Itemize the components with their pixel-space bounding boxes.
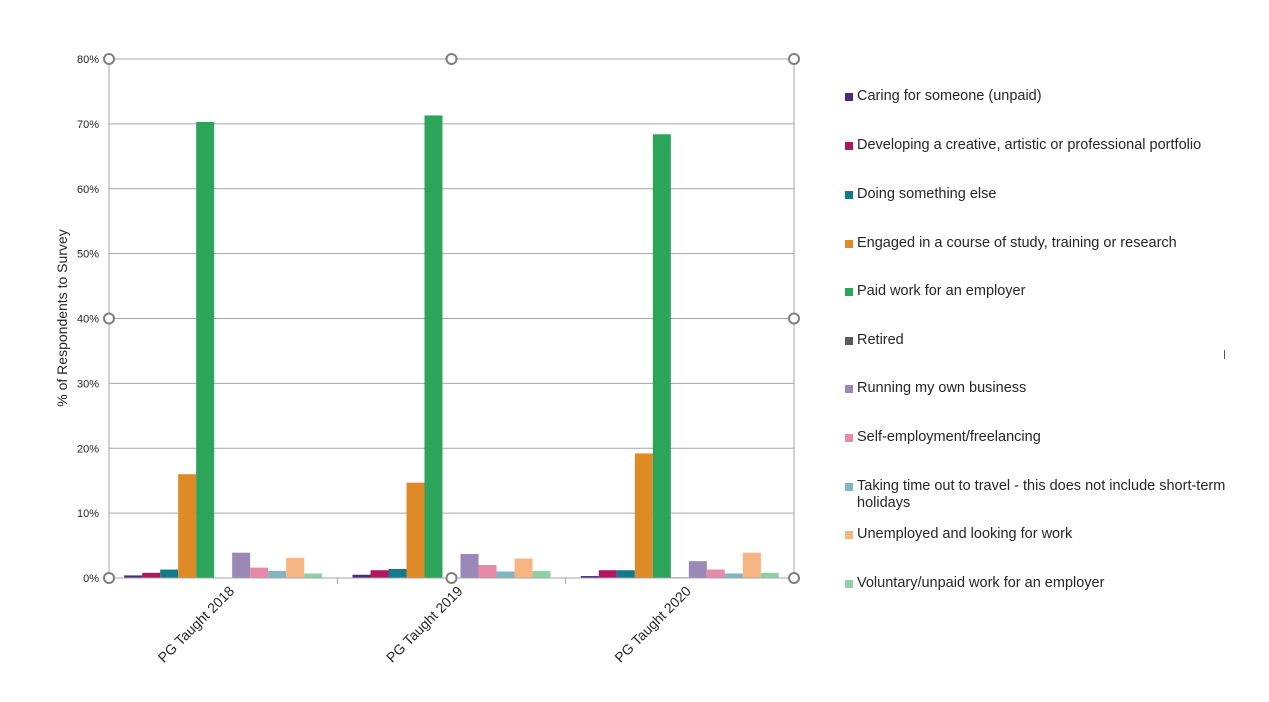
y-tick-label: 0% — [83, 573, 99, 585]
legend-label: Running my own business — [857, 380, 1027, 396]
legend-swatch — [845, 434, 853, 442]
legend-label: Developing a creative, artistic or profe… — [857, 137, 1202, 153]
bar-unemployed-and-looking-for-work-1 — [514, 558, 533, 578]
bar-taking-time-out-to-travel-this-does-not-include-short-term-holidays-2 — [724, 573, 743, 578]
bar-paid-work-for-an-employer-1 — [424, 115, 443, 578]
legend-item: Unemployed and looking for work — [845, 526, 1230, 543]
legend-item: Voluntary/unpaid work for an employer — [845, 575, 1230, 592]
bar-unemployed-and-looking-for-work-0 — [286, 557, 305, 578]
legend-swatch — [845, 240, 853, 248]
x-category-label: PG Taught 2019 — [383, 583, 466, 666]
bar-caring-for-someone-unpaid-1 — [352, 574, 371, 578]
resize-handle[interactable] — [103, 312, 115, 325]
legend-swatch — [845, 142, 853, 150]
bar-voluntary-unpaid-work-for-an-employer-1 — [532, 570, 551, 578]
y-tick-label: 80% — [77, 54, 99, 66]
legend-swatch — [845, 385, 853, 393]
y-axis-ticks: 0% 10% 20% 30% 40% 50% 60% 70% 80% — [77, 54, 99, 585]
resize-handle[interactable] — [103, 572, 115, 584]
bar-engaged-in-a-course-of-study-training-or-research-0 — [178, 474, 197, 578]
legend-swatch — [845, 531, 853, 539]
bar-running-my-own-business-0 — [232, 552, 251, 578]
bar-running-my-own-business-2 — [688, 561, 707, 578]
bar-developing-a-creative-artistic-or-professional-portfolio-1 — [370, 570, 389, 578]
resize-handle[interactable] — [445, 53, 458, 65]
resize-handle[interactable] — [788, 312, 800, 325]
legend-label: Paid work for an employer — [857, 283, 1026, 299]
legend-item: Engaged in a course of study, training o… — [845, 235, 1230, 252]
y-tick-label: 10% — [77, 508, 99, 520]
bar-voluntary-unpaid-work-for-an-employer-2 — [760, 572, 779, 578]
bar-doing-something-else-0 — [160, 569, 179, 578]
bar-taking-time-out-to-travel-this-does-not-include-short-term-holidays-0 — [268, 570, 287, 578]
bar-developing-a-creative-artistic-or-professional-portfolio-2 — [598, 570, 617, 578]
y-tick-label: 50% — [77, 249, 99, 261]
legend-label: Engaged in a course of study, training o… — [857, 235, 1177, 251]
legend-item: Retired — [845, 332, 1230, 349]
resize-handle[interactable] — [103, 53, 115, 65]
bar-self-employment-freelancing-2 — [706, 569, 725, 578]
x-axis-category-labels: PG Taught 2018 PG Taught 2019 PG Taught 20… — [155, 583, 695, 666]
bar-unemployed-and-looking-for-work-2 — [742, 552, 761, 578]
y-tick-label: 30% — [77, 378, 99, 390]
bar-caring-for-someone-unpaid-0 — [124, 575, 143, 578]
x-category-label: PG Taught 2020 — [611, 583, 694, 666]
stray-mark — [1224, 350, 1225, 359]
bar-taking-time-out-to-travel-this-does-not-include-short-term-holidays-1 — [496, 571, 515, 578]
resize-handle[interactable] — [445, 572, 458, 584]
legend-item: Doing something else — [845, 186, 1230, 203]
bar-paid-work-for-an-employer-0 — [196, 121, 215, 579]
legend-item: Self-employment/freelancing — [845, 429, 1230, 446]
y-axis-label: % of Respondents to Survey — [54, 229, 70, 406]
legend-item: Taking time out to travel - this does no… — [845, 478, 1230, 512]
y-tick-label: 70% — [77, 119, 99, 131]
bar-voluntary-unpaid-work-for-an-employer-0 — [304, 573, 323, 578]
bar-running-my-own-business-1 — [460, 553, 479, 578]
y-tick-label: 20% — [77, 443, 99, 455]
legend-swatch — [845, 93, 853, 101]
resize-handle[interactable] — [788, 53, 800, 65]
bar-self-employment-freelancing-0 — [250, 567, 269, 578]
bar-caring-for-someone-unpaid-2 — [580, 576, 599, 578]
legend-label: Voluntary/unpaid work for an employer — [857, 575, 1105, 591]
legend-item: Caring for someone (unpaid) — [845, 88, 1230, 105]
bars — [124, 115, 779, 579]
legend-swatch — [845, 483, 853, 491]
legend-swatch — [845, 580, 853, 588]
bar-doing-something-else-2 — [616, 570, 635, 578]
bar-developing-a-creative-artistic-or-professional-portfolio-0 — [142, 572, 161, 578]
legend-label: Retired — [857, 332, 904, 348]
legend-swatch — [845, 337, 853, 345]
legend-label: Caring for someone (unpaid) — [857, 88, 1042, 104]
y-tick-label: 60% — [77, 184, 99, 196]
bar-engaged-in-a-course-of-study-training-or-research-2 — [634, 453, 653, 578]
legend-label: Doing something else — [857, 186, 997, 202]
legend-label: Unemployed and looking for work — [857, 526, 1073, 542]
legend-swatch — [845, 288, 853, 296]
bar-doing-something-else-1 — [388, 568, 407, 578]
legend-label: Self-employment/freelancing — [857, 429, 1041, 445]
bar-self-employment-freelancing-1 — [478, 565, 497, 578]
x-category-label: PG Taught 2018 — [155, 583, 238, 666]
legend-swatch — [845, 191, 853, 199]
legend-item: Developing a creative, artistic or profe… — [845, 137, 1230, 154]
resize-handle[interactable] — [788, 572, 800, 584]
legend-item: Running my own business — [845, 380, 1230, 397]
legend-label: Taking time out to travel - this does no… — [857, 478, 1226, 511]
y-tick-label: 40% — [77, 314, 99, 326]
bar-engaged-in-a-course-of-study-training-or-research-1 — [406, 482, 425, 578]
bar-paid-work-for-an-employer-2 — [652, 134, 671, 578]
chart-selection-handles[interactable] — [103, 53, 800, 584]
legend-item: Paid work for an employer — [845, 283, 1230, 300]
